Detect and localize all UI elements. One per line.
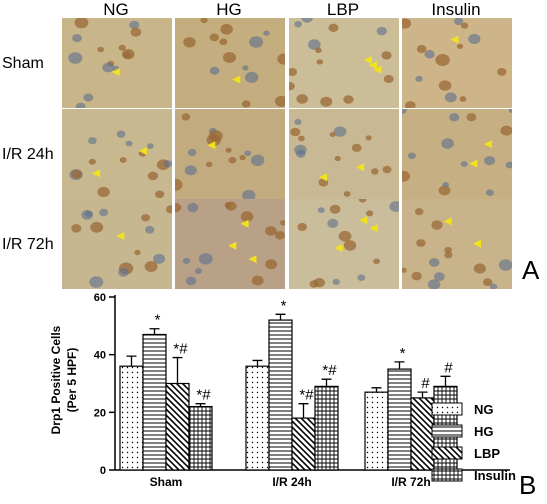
micrograph-sham-lbp bbox=[289, 18, 399, 108]
y-tick-label: 20 bbox=[94, 407, 106, 419]
arrowhead-marker-icon bbox=[138, 147, 147, 156]
column-header-insulin: Insulin bbox=[431, 0, 481, 19]
significance-label: *# bbox=[196, 387, 211, 404]
micrograph-i-r-24h-hg bbox=[175, 109, 285, 199]
arrowhead-marker-icon bbox=[248, 255, 257, 264]
bar-hg-0 bbox=[142, 333, 167, 471]
bar-insulin-0 bbox=[188, 405, 213, 471]
arrowhead-marker-icon bbox=[92, 169, 101, 178]
x-category-label: Sham bbox=[150, 475, 183, 489]
panel-a-label: A bbox=[522, 255, 540, 285]
y-axis-label: (Per 5 HPF) bbox=[65, 348, 79, 413]
bar-ng-0 bbox=[119, 365, 144, 471]
legend-label-hg: HG bbox=[474, 424, 494, 439]
arrowhead-marker-icon bbox=[469, 159, 478, 168]
micrograph-sham-insulin bbox=[402, 18, 512, 108]
significance-label: *# bbox=[322, 362, 337, 379]
row-label-sham: Sham bbox=[2, 55, 44, 72]
bar-ng-2 bbox=[364, 391, 389, 471]
bar-lbp-0 bbox=[165, 382, 190, 471]
bar-hg-2 bbox=[387, 368, 412, 471]
error-bar bbox=[321, 378, 332, 387]
significance-label: *# bbox=[299, 387, 314, 404]
arrowhead-marker-icon bbox=[232, 75, 241, 84]
panel-b-label: B bbox=[519, 470, 537, 500]
micrograph-i-r-24h-ng bbox=[62, 109, 172, 199]
micrograph-i-r-24h-insulin bbox=[402, 109, 512, 199]
legend-swatch-hg bbox=[431, 424, 463, 438]
arrowhead-marker-icon bbox=[443, 217, 452, 226]
error-bar bbox=[172, 356, 183, 384]
legend-label-ng: NG bbox=[474, 402, 494, 417]
legend-swatch-insulin bbox=[431, 468, 463, 482]
y-axis-label: Drp1 Positive Cells bbox=[49, 325, 63, 434]
error-bar bbox=[195, 403, 206, 407]
significance-label: *# bbox=[173, 341, 188, 358]
arrowhead-marker-icon bbox=[228, 241, 237, 250]
arrowhead-marker-icon bbox=[240, 219, 249, 228]
arrowhead-marker-icon bbox=[111, 68, 120, 77]
arrowhead-marker-icon bbox=[116, 231, 125, 240]
error-bar bbox=[126, 355, 137, 367]
micrograph-i-r-72h-hg bbox=[175, 199, 285, 289]
x-category-label: I/R 24h bbox=[272, 475, 311, 489]
y-tick-label: 0 bbox=[100, 465, 106, 477]
arrowhead-marker-icon bbox=[359, 216, 368, 225]
x-category-label: I/R 72h bbox=[391, 475, 430, 489]
micrograph-i-r-72h-ng bbox=[62, 199, 172, 289]
arrowhead-marker-icon bbox=[334, 243, 343, 252]
bar-insulin-1 bbox=[314, 385, 339, 471]
legend-label-lbp: LBP bbox=[474, 446, 500, 461]
error-bar bbox=[275, 313, 286, 321]
bar-hg-1 bbox=[268, 319, 293, 471]
arrowhead-marker-icon bbox=[450, 35, 459, 44]
significance-label: # bbox=[421, 375, 430, 392]
micrograph-sham-hg bbox=[175, 18, 285, 108]
row-label-ir-72h: I/R 72h bbox=[2, 236, 54, 253]
significance-label: * bbox=[281, 297, 287, 314]
arrowhead-marker-icon bbox=[483, 140, 492, 149]
y-tick-label: 60 bbox=[94, 292, 106, 304]
micrograph-i-r-24h-lbp bbox=[289, 109, 399, 199]
legend-swatch-ng bbox=[431, 402, 463, 416]
error-bar bbox=[440, 375, 451, 387]
column-header-ng: NG bbox=[103, 0, 129, 19]
micrograph-i-r-72h-lbp bbox=[289, 199, 399, 289]
row-label-ir-24h: I/R 24h bbox=[2, 146, 54, 163]
legend-label-insulin: Insulin bbox=[474, 468, 516, 483]
error-bar bbox=[371, 387, 382, 393]
error-bar bbox=[394, 361, 405, 370]
arrowhead-marker-icon bbox=[373, 65, 382, 74]
bar-lbp-1 bbox=[291, 417, 316, 471]
arrowhead-marker-icon bbox=[369, 224, 378, 233]
y-tick-label: 40 bbox=[94, 350, 106, 362]
significance-label: * bbox=[400, 345, 406, 362]
column-header-lbp: LBP bbox=[326, 0, 360, 19]
error-bar bbox=[252, 359, 263, 367]
micrograph-i-r-72h-insulin bbox=[402, 199, 512, 289]
arrowhead-marker-icon bbox=[473, 239, 482, 248]
bar-ng-1 bbox=[245, 365, 270, 471]
column-header-hg: HG bbox=[216, 0, 242, 19]
arrowhead-marker-icon bbox=[356, 163, 365, 172]
arrowhead-marker-icon bbox=[368, 61, 377, 70]
significance-label: * bbox=[155, 312, 161, 329]
error-bar bbox=[298, 403, 309, 419]
micrograph-sham-ng bbox=[62, 18, 172, 108]
legend-swatch-lbp bbox=[431, 446, 463, 460]
arrowhead-marker-icon bbox=[363, 56, 372, 65]
arrowhead-marker-icon bbox=[207, 141, 216, 150]
error-bar bbox=[417, 391, 428, 398]
significance-label: # bbox=[444, 359, 453, 376]
arrowhead-marker-icon bbox=[319, 173, 328, 182]
bar-lbp-2 bbox=[410, 397, 435, 471]
error-bar bbox=[149, 328, 160, 335]
